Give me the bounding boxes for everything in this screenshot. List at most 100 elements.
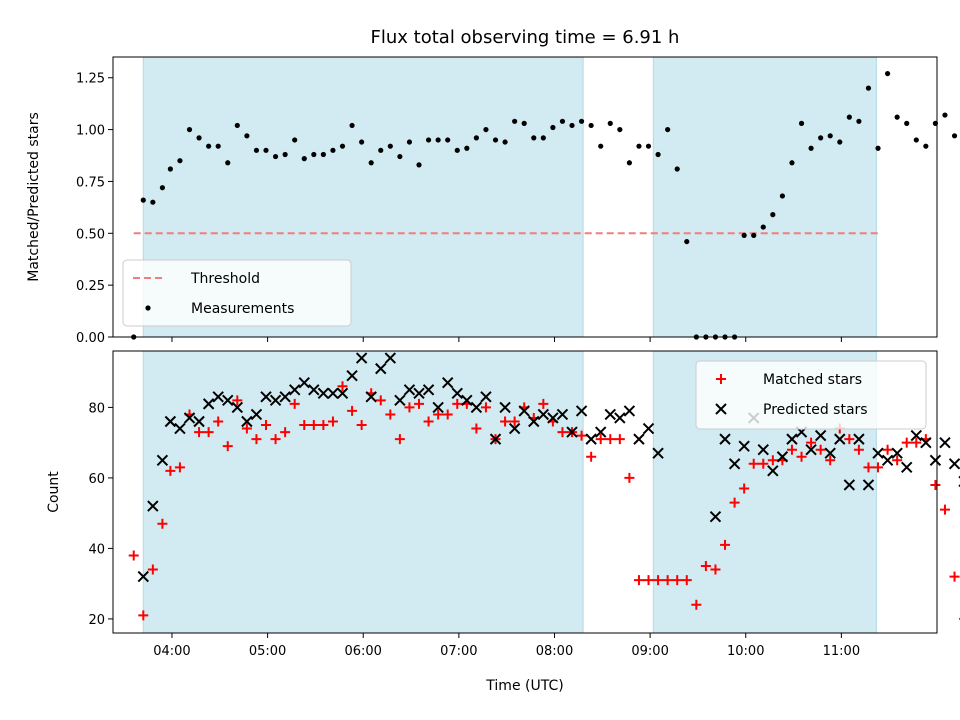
predicted-star-point — [403, 384, 416, 396]
measurement-point — [330, 147, 336, 153]
matched-star-point — [892, 455, 903, 466]
measurement-point — [521, 120, 527, 126]
measurement-point — [492, 137, 499, 143]
measurement-point — [140, 197, 146, 203]
measurement-point — [244, 133, 250, 139]
measurement-point — [760, 224, 766, 230]
measurement-point — [770, 212, 776, 218]
matched-star-point — [681, 575, 692, 586]
measurement-point — [540, 135, 546, 141]
predicted-star-point — [394, 394, 406, 407]
matched-star-point — [595, 434, 606, 445]
matched-star-point — [147, 564, 158, 575]
predicted-star-point — [441, 377, 454, 389]
matched-star-point — [939, 504, 950, 515]
measurement-point — [684, 238, 690, 245]
predicted-star-point — [222, 394, 234, 407]
predicted-star-point — [298, 377, 310, 389]
measurement-point — [856, 118, 862, 124]
x-tick-label: 05:00 — [249, 644, 286, 659]
shaded-interval — [142, 350, 584, 634]
matched-star-point — [796, 451, 807, 462]
matched-star-point — [356, 420, 367, 431]
matched-star-point — [557, 427, 568, 438]
matched-star-point — [423, 416, 434, 427]
predicted-star-point — [365, 391, 377, 403]
y-tick-label: 1.00 — [76, 124, 105, 139]
matched-star-point — [433, 409, 444, 420]
legend: Matched stars Predicted stars — [695, 360, 927, 430]
predicted-star-point — [241, 415, 253, 428]
matched-star-point — [767, 455, 778, 466]
matched-star-point — [691, 599, 702, 610]
predicted-star-point — [862, 479, 875, 491]
measurement-point — [894, 114, 900, 120]
measurement-point — [339, 143, 346, 149]
measurement-point — [177, 158, 183, 164]
predicted-star-point — [279, 391, 291, 403]
predicted-star-point — [164, 415, 177, 428]
predicted-star-point — [728, 458, 741, 470]
measurement-point — [454, 147, 460, 153]
matched-star-point — [748, 458, 759, 469]
predicted-star-point — [375, 362, 387, 375]
predicted-star-point — [891, 447, 903, 459]
measurement-point — [942, 112, 948, 118]
matched-star-point — [138, 610, 149, 621]
matched-star-point — [500, 416, 511, 427]
predicted-star-point — [805, 443, 817, 456]
measurement-point — [827, 133, 833, 139]
predicted-star-point — [137, 570, 149, 583]
legend-measurement-swatch — [145, 305, 151, 311]
legend-label: Threshold — [190, 271, 260, 287]
matched-star-point — [901, 437, 912, 448]
predicted-star-point — [231, 401, 244, 414]
predicted-star-point — [872, 447, 884, 459]
measurement-point — [578, 118, 585, 124]
x-tick-label: 09:00 — [631, 644, 668, 659]
predicted-star-point — [939, 436, 951, 449]
predicted-star-point — [948, 458, 960, 470]
measurement-point — [378, 147, 384, 153]
y-tick-label: 1.25 — [76, 72, 105, 87]
predicted-star-point — [480, 391, 492, 403]
legend-label: Measurements — [191, 301, 294, 317]
predicted-star-point — [470, 401, 483, 414]
predicted-star-point — [269, 394, 282, 407]
measurement-point — [263, 147, 269, 153]
measurement-point — [636, 143, 642, 149]
measurement-point — [359, 139, 365, 145]
predicted-star-point — [642, 422, 655, 435]
measurement-point — [483, 126, 489, 133]
matched-star-point — [270, 434, 281, 445]
y-tick-label: 40 — [88, 542, 105, 557]
matched-star-point — [289, 398, 300, 409]
predicted-star-point — [623, 405, 636, 417]
measurement-point — [206, 143, 212, 149]
matched-star-point — [452, 398, 463, 409]
measurement-point — [923, 143, 929, 149]
matched-star-point — [280, 427, 291, 438]
matched-star-point — [174, 462, 185, 473]
measurement-point — [798, 120, 805, 126]
matched-star-point — [404, 402, 415, 413]
predicted-star-point — [156, 454, 169, 466]
predicted-star-point — [834, 433, 846, 445]
x-tick-label: 08:00 — [536, 644, 573, 659]
measurement-point — [550, 124, 556, 131]
matched-star-point — [758, 458, 769, 469]
measurement-point — [311, 151, 317, 158]
measurement-point — [272, 153, 279, 160]
predicted-star-point — [508, 422, 521, 435]
measurement-point — [387, 143, 393, 149]
matched-star-point — [853, 444, 864, 455]
predicted-star-point — [346, 369, 358, 382]
x-tick-label: 06:00 — [344, 644, 381, 659]
measurement-point — [818, 135, 824, 141]
top-panel: 0.00 0.25 0.50 0.75 1.00 1.25 Threshold Measure… — [76, 56, 958, 346]
predicted-star-point — [929, 454, 942, 466]
predicted-star-point — [594, 426, 607, 438]
matched-star-point — [653, 575, 664, 586]
measurement-point — [884, 70, 891, 77]
matched-star-point — [739, 483, 750, 494]
